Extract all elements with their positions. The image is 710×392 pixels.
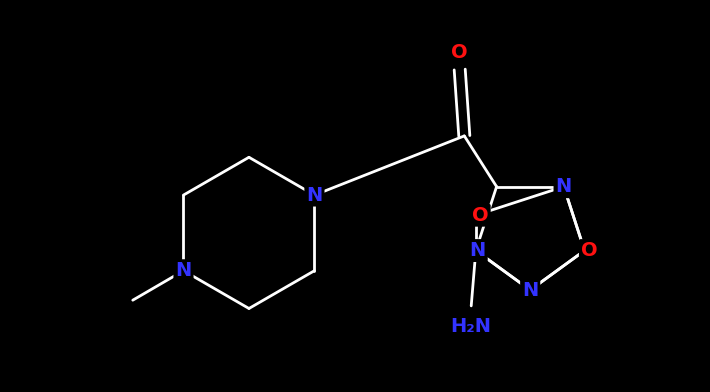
Text: N: N [556, 177, 572, 196]
Text: O: O [581, 241, 598, 260]
Text: N: N [522, 281, 538, 299]
Text: H₂N: H₂N [451, 317, 492, 336]
Text: O: O [472, 206, 488, 225]
Text: N: N [175, 261, 192, 280]
Text: N: N [556, 177, 572, 196]
Text: N: N [469, 241, 486, 260]
Text: N: N [306, 185, 322, 205]
Text: O: O [452, 44, 468, 62]
